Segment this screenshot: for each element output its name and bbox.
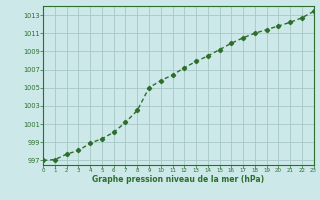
X-axis label: Graphe pression niveau de la mer (hPa): Graphe pression niveau de la mer (hPa) — [92, 175, 264, 184]
